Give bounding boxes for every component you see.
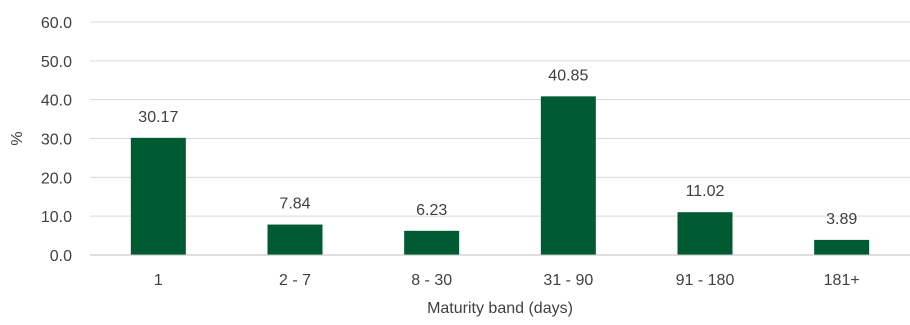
y-tick-label: 50.0 bbox=[41, 54, 72, 71]
x-axis-ticks: 1 2 - 7 8 - 30 31 - 90 91 - 180 181+ bbox=[154, 272, 860, 289]
y-tick-label: 60.0 bbox=[41, 15, 72, 32]
bar bbox=[267, 224, 323, 255]
x-tick-label: 1 bbox=[154, 272, 163, 289]
x-tick-label: 8 - 30 bbox=[411, 272, 452, 289]
bar bbox=[677, 212, 733, 255]
x-tick-label: 2 - 7 bbox=[279, 272, 311, 289]
data-label: 40.85 bbox=[548, 67, 588, 84]
data-label: 6.23 bbox=[416, 202, 447, 219]
data-label: 7.84 bbox=[279, 196, 310, 213]
y-tick-label: 20.0 bbox=[41, 170, 72, 187]
y-axis-ticks: 0.0 10.0 20.0 30.0 40.0 50.0 60.0 bbox=[41, 15, 72, 265]
data-label: 3.89 bbox=[826, 211, 857, 228]
bar bbox=[130, 137, 186, 255]
x-tick-label: 31 - 90 bbox=[543, 272, 593, 289]
x-tick-label: 91 - 180 bbox=[676, 272, 735, 289]
y-tick-label: 30.0 bbox=[41, 132, 72, 149]
bar bbox=[404, 230, 460, 255]
bar bbox=[540, 96, 596, 255]
bars bbox=[130, 96, 870, 255]
gridlines bbox=[90, 21, 910, 217]
x-tick-label: 181+ bbox=[824, 272, 860, 289]
y-tick-label: 40.0 bbox=[41, 93, 72, 110]
y-tick-label: 0.0 bbox=[50, 248, 72, 265]
x-axis-title: Maturity band (days) bbox=[427, 300, 573, 317]
bar bbox=[814, 239, 870, 255]
data-label: 30.17 bbox=[138, 109, 178, 126]
data-label: 11.02 bbox=[686, 183, 725, 200]
data-labels: 30.17 7.84 6.23 40.85 11.02 3.89 bbox=[138, 67, 857, 228]
y-tick-label: 10.0 bbox=[41, 209, 72, 226]
y-axis-title: % bbox=[9, 131, 26, 145]
